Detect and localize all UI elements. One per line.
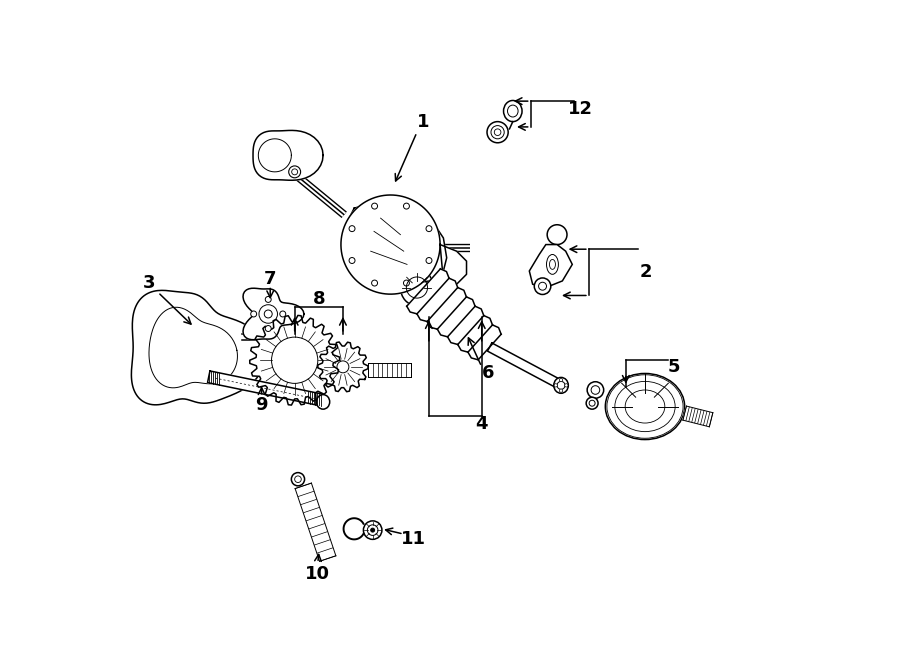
- Ellipse shape: [289, 166, 301, 178]
- Polygon shape: [243, 288, 304, 340]
- Polygon shape: [428, 288, 466, 329]
- Polygon shape: [458, 315, 492, 352]
- Polygon shape: [318, 342, 368, 392]
- Polygon shape: [488, 343, 562, 388]
- Polygon shape: [131, 290, 265, 405]
- Ellipse shape: [547, 225, 567, 245]
- Ellipse shape: [554, 377, 568, 393]
- Text: 10: 10: [305, 564, 330, 583]
- Ellipse shape: [487, 122, 508, 143]
- Polygon shape: [440, 245, 466, 284]
- Polygon shape: [407, 269, 449, 314]
- Polygon shape: [344, 205, 446, 284]
- Ellipse shape: [554, 383, 557, 387]
- Ellipse shape: [535, 278, 551, 295]
- Ellipse shape: [251, 311, 256, 317]
- Ellipse shape: [560, 389, 562, 392]
- Ellipse shape: [292, 473, 304, 486]
- Polygon shape: [341, 195, 440, 294]
- Ellipse shape: [317, 395, 329, 409]
- Ellipse shape: [400, 270, 434, 306]
- Polygon shape: [683, 406, 713, 427]
- Ellipse shape: [564, 383, 568, 387]
- Ellipse shape: [560, 378, 562, 381]
- Polygon shape: [249, 315, 339, 405]
- Text: 4: 4: [475, 415, 488, 434]
- Ellipse shape: [586, 397, 598, 409]
- Polygon shape: [368, 363, 411, 377]
- Text: 9: 9: [256, 395, 268, 414]
- Polygon shape: [417, 278, 458, 321]
- Text: 8: 8: [313, 290, 326, 308]
- Polygon shape: [468, 325, 501, 360]
- Polygon shape: [208, 371, 322, 406]
- Polygon shape: [529, 245, 572, 288]
- Polygon shape: [253, 130, 323, 180]
- Text: 3: 3: [143, 274, 156, 292]
- Ellipse shape: [280, 311, 285, 317]
- Text: 7: 7: [264, 270, 276, 288]
- Ellipse shape: [546, 254, 558, 274]
- Ellipse shape: [364, 521, 382, 539]
- Polygon shape: [295, 483, 336, 561]
- Text: 12: 12: [569, 100, 593, 118]
- Text: 6: 6: [482, 364, 494, 383]
- Text: 5: 5: [667, 358, 680, 376]
- Polygon shape: [437, 297, 475, 337]
- Ellipse shape: [606, 373, 685, 440]
- Polygon shape: [447, 306, 484, 344]
- Ellipse shape: [266, 296, 271, 302]
- Ellipse shape: [587, 381, 604, 398]
- Text: 2: 2: [640, 263, 652, 282]
- Ellipse shape: [503, 100, 522, 122]
- Ellipse shape: [371, 528, 374, 532]
- Text: 11: 11: [401, 530, 426, 549]
- Ellipse shape: [266, 326, 271, 331]
- Text: 1: 1: [418, 113, 430, 132]
